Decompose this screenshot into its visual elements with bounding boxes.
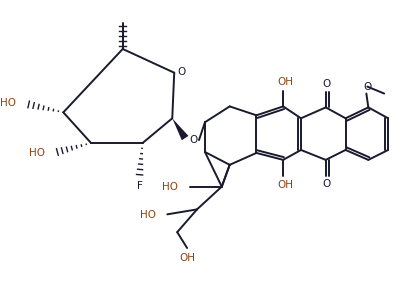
Text: OH: OH xyxy=(276,77,292,87)
Text: O: O xyxy=(322,179,330,189)
Text: OH: OH xyxy=(179,253,194,263)
Text: O: O xyxy=(188,135,196,145)
Text: HO: HO xyxy=(162,182,178,192)
Text: HO: HO xyxy=(0,99,16,109)
Text: OH: OH xyxy=(276,180,292,190)
Text: HO: HO xyxy=(139,210,155,220)
Text: HO: HO xyxy=(28,148,45,158)
Text: F: F xyxy=(136,181,142,191)
Text: O: O xyxy=(176,67,185,77)
Text: O: O xyxy=(322,79,330,88)
Polygon shape xyxy=(172,118,188,140)
Text: O: O xyxy=(363,82,371,92)
